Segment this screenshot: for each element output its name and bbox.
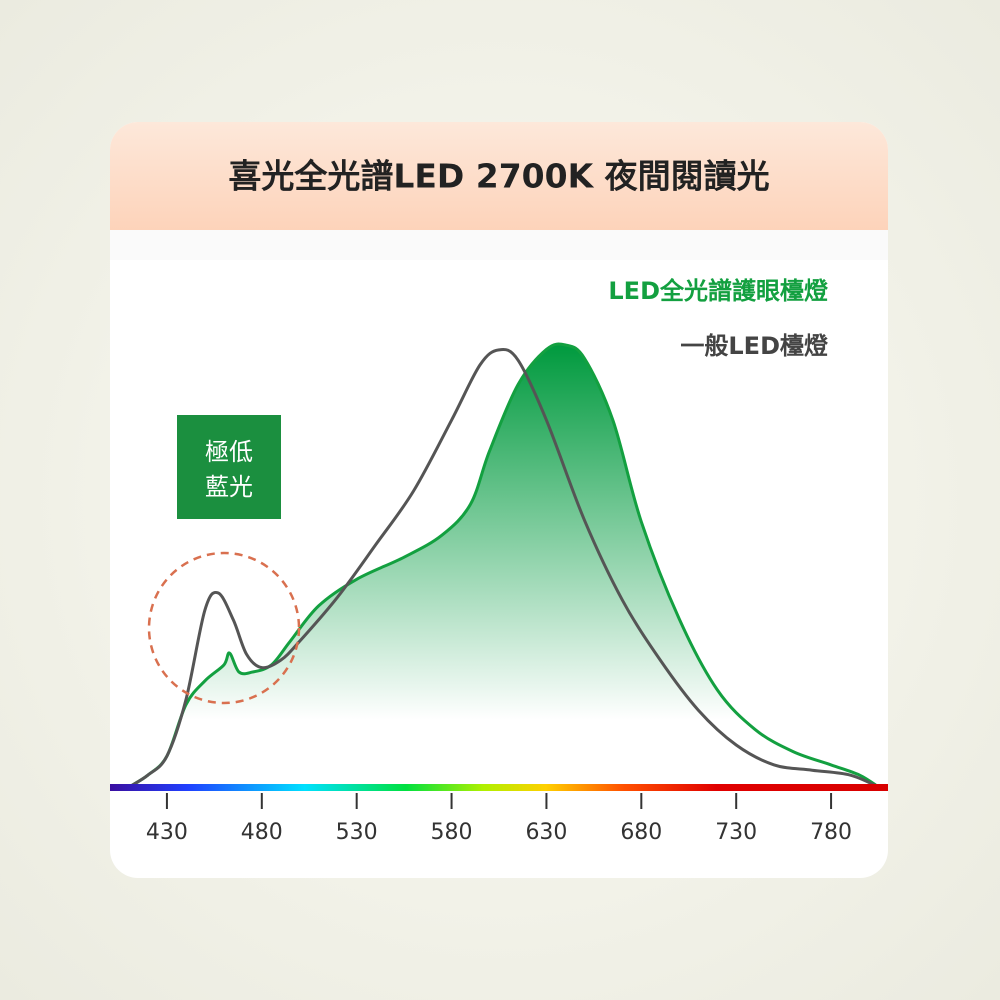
x-tick-label: 430	[146, 820, 188, 845]
annotation: 藍光	[205, 473, 253, 501]
series-line	[128, 347, 880, 789]
annotation: 極低	[205, 438, 253, 466]
series-line	[128, 342, 880, 789]
legend-entry: LED全光譜護眼檯燈	[608, 277, 829, 305]
spectrum-bar	[110, 784, 888, 791]
legend-entry: 一般LED檯燈	[680, 332, 829, 360]
annotation-box	[177, 415, 281, 519]
header	[110, 122, 888, 230]
x-tick-label: 680	[620, 820, 662, 845]
chart-title: 喜光全光譜LED 2700K 夜間閱讀光	[228, 157, 769, 196]
x-tick-label: 780	[810, 820, 852, 845]
header-shadow	[110, 230, 888, 260]
x-tick-label: 630	[525, 820, 567, 845]
series-area	[128, 344, 879, 787]
x-tick-label: 480	[241, 820, 283, 845]
highlight-circle	[147, 551, 301, 705]
x-tick-label: 730	[715, 820, 757, 845]
x-tick-label: 530	[336, 820, 378, 845]
x-tick-label: 580	[431, 820, 473, 845]
